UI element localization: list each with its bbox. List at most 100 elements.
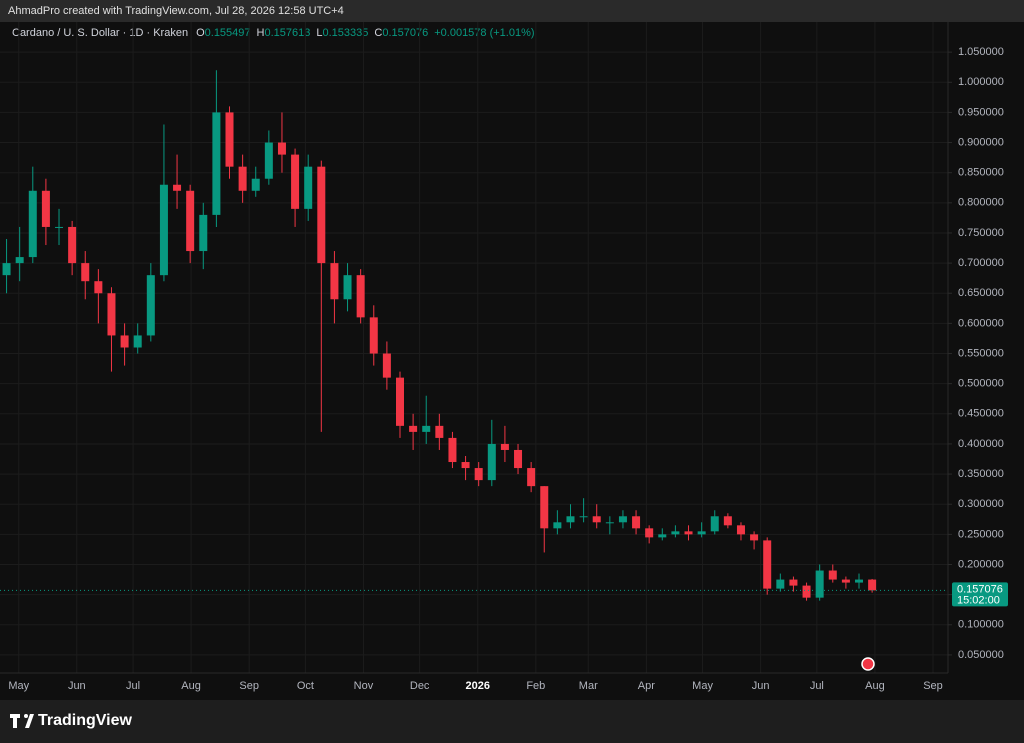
- grid: [0, 22, 948, 673]
- y-tick-label: 0.750000: [958, 227, 1004, 239]
- candle-body: [409, 425, 418, 432]
- candle-body: [41, 190, 50, 227]
- logo-t: [10, 714, 26, 728]
- candle-body: [645, 528, 654, 538]
- candle-body: [277, 142, 286, 155]
- y-tick-label: 0.700000: [958, 257, 1004, 269]
- logo-slash: [25, 714, 34, 728]
- candle-body: [146, 275, 155, 336]
- legend-symbol: Cardano / U. S. Dollar · 1D · Kraken: [12, 27, 188, 39]
- candle-body: [605, 522, 614, 524]
- candle-body: [238, 166, 247, 191]
- x-tick-label: Jun: [68, 680, 86, 692]
- events-icon: [861, 657, 875, 671]
- candle-body: [395, 377, 404, 426]
- candle-body: [15, 257, 24, 264]
- candle-body: [487, 443, 496, 481]
- legend-key: H: [257, 27, 265, 39]
- header-bar: [0, 0, 1024, 22]
- candle-body: [159, 184, 168, 276]
- candle-body: [212, 112, 221, 215]
- x-tick-label: Nov: [354, 680, 374, 692]
- candle-body: [671, 531, 680, 535]
- candle-body: [264, 142, 273, 179]
- y-tick-label: 0.100000: [958, 619, 1004, 631]
- x-tick-label: Sep: [923, 680, 943, 692]
- candle-body: [369, 317, 378, 354]
- candle-body: [632, 516, 641, 529]
- candle-body: [28, 190, 37, 258]
- candle-body: [251, 178, 260, 191]
- candle-body: [461, 462, 470, 469]
- candle-body: [81, 263, 90, 282]
- x-tick-label: 2026: [466, 680, 490, 692]
- candle-body: [750, 534, 759, 541]
- candle-body: [514, 449, 523, 469]
- y-tick-label: 0.250000: [958, 528, 1004, 540]
- candle-body: [107, 293, 116, 336]
- candle-body: [199, 214, 208, 252]
- candle-body: [435, 425, 444, 438]
- legend-key: C: [374, 27, 382, 39]
- candle-body: [697, 531, 706, 535]
- candle-body: [330, 263, 339, 300]
- last-price-box: [952, 582, 1008, 607]
- candle-body: [828, 570, 837, 580]
- candle-body: [566, 516, 575, 523]
- x-tick-label: May: [8, 680, 29, 692]
- candle-body: [317, 166, 326, 264]
- candle-body: [802, 585, 811, 598]
- y-tick-label: 0.950000: [958, 106, 1004, 118]
- candle-body: [789, 579, 798, 586]
- header-text: AhmadPro created with TradingView.com, J…: [8, 5, 344, 17]
- candle-body: [304, 166, 313, 209]
- candle-body: [55, 226, 64, 228]
- legend-value: 0.153335: [323, 27, 369, 39]
- y-tick-label: 0.050000: [958, 649, 1004, 661]
- candle-body: [592, 516, 601, 523]
- y-tick-label: 0.300000: [958, 498, 1004, 510]
- candle-body: [579, 516, 588, 518]
- candle-body: [684, 531, 693, 535]
- candle-body: [474, 468, 483, 481]
- candle-body: [658, 534, 667, 538]
- candle-body: [736, 525, 745, 535]
- candle-body: [855, 579, 864, 583]
- y-tick-label: 0.350000: [958, 468, 1004, 480]
- candle-body: [94, 281, 103, 294]
- candle-body: [723, 516, 732, 526]
- legend-value: 0.157613: [264, 27, 310, 39]
- y-tick-label: 0.850000: [958, 167, 1004, 179]
- y-tick-label: 0.450000: [958, 408, 1004, 420]
- candle-body: [540, 486, 549, 529]
- x-tick-label: Oct: [297, 680, 314, 692]
- candle-body: [356, 275, 365, 318]
- footer-brand: TradingView: [38, 712, 133, 729]
- x-tick-label: Aug: [181, 680, 201, 692]
- y-tick-label: 1.000000: [958, 76, 1004, 88]
- y-tick-label: 1.050000: [958, 46, 1004, 58]
- x-tick-label: May: [692, 680, 713, 692]
- x-tick-label: Jun: [752, 680, 770, 692]
- candle-body: [527, 468, 536, 487]
- legend-key: O: [196, 27, 205, 39]
- logo-dot: [24, 714, 28, 718]
- candle-body: [382, 353, 391, 378]
- candle-body: [186, 190, 195, 252]
- y-tick-label: 0.400000: [958, 438, 1004, 450]
- candle-body: [133, 335, 142, 348]
- candle-body: [618, 516, 627, 523]
- candle-body: [776, 579, 785, 589]
- candle-body: [343, 275, 352, 300]
- y-tick-label: 0.800000: [958, 197, 1004, 209]
- candle-body: [553, 522, 562, 529]
- last-price-label: 0.157076: [957, 583, 1003, 595]
- footer-bar: [0, 700, 1024, 743]
- x-tick-label: Jul: [126, 680, 140, 692]
- y-tick-label: 0.600000: [958, 317, 1004, 329]
- candle-body: [448, 437, 457, 463]
- y-tick-label: 0.500000: [958, 378, 1004, 390]
- countdown-label: 15:02:00: [957, 594, 1000, 606]
